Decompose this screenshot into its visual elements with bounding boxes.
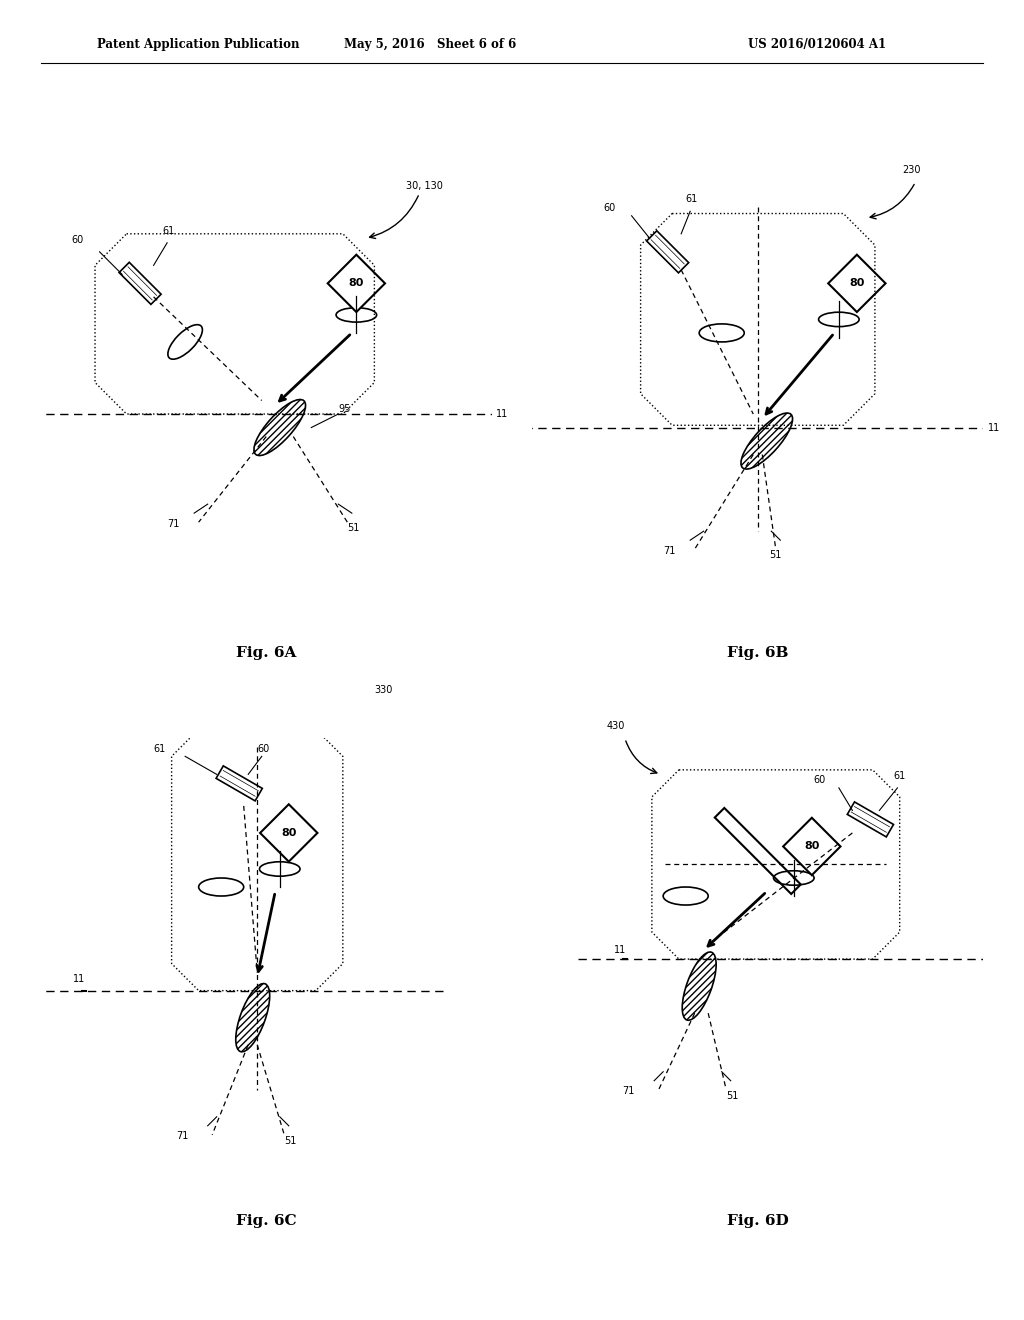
Text: 11: 11 (73, 974, 85, 983)
Text: 60: 60 (813, 775, 825, 785)
Text: 71: 71 (623, 1086, 635, 1097)
Text: Fig. 6D: Fig. 6D (727, 1214, 788, 1228)
Text: 71: 71 (176, 1131, 188, 1142)
Text: 430: 430 (607, 721, 626, 731)
Text: 61: 61 (893, 771, 905, 781)
Bar (119, 263, 161, 305)
Bar (715, 808, 801, 894)
Text: 11: 11 (987, 422, 999, 433)
Text: 95: 95 (338, 404, 350, 413)
Bar (328, 255, 385, 312)
Text: 51: 51 (770, 550, 782, 560)
Text: 330: 330 (375, 685, 393, 696)
Ellipse shape (682, 952, 716, 1020)
Ellipse shape (741, 413, 793, 469)
Text: 60: 60 (603, 203, 615, 214)
Text: 11: 11 (496, 409, 508, 418)
Text: 71: 71 (167, 519, 179, 529)
Text: 80: 80 (849, 279, 864, 288)
Text: 51: 51 (726, 1090, 738, 1101)
Text: 80: 80 (348, 279, 365, 288)
Text: Fig. 6A: Fig. 6A (237, 647, 296, 660)
Bar (783, 818, 841, 875)
Text: 80: 80 (281, 828, 297, 838)
Text: 30, 130: 30, 130 (406, 181, 442, 191)
Text: Patent Application Publication: Patent Application Publication (97, 37, 300, 50)
Bar (847, 803, 894, 837)
Bar (260, 804, 317, 862)
Text: 230: 230 (902, 165, 921, 176)
Bar (646, 231, 689, 273)
Text: 11: 11 (613, 945, 626, 954)
Text: Fig. 6C: Fig. 6C (236, 1214, 297, 1228)
Text: 61: 61 (154, 744, 166, 754)
Ellipse shape (236, 983, 269, 1052)
Text: 61: 61 (686, 194, 698, 205)
Ellipse shape (254, 400, 305, 455)
Text: May 5, 2016   Sheet 6 of 6: May 5, 2016 Sheet 6 of 6 (344, 37, 516, 50)
Text: 80: 80 (804, 841, 819, 851)
Text: 51: 51 (347, 523, 359, 533)
Text: 71: 71 (664, 545, 676, 556)
Bar (216, 766, 262, 801)
Text: 60: 60 (257, 744, 269, 754)
Text: US 2016/0120604 A1: US 2016/0120604 A1 (748, 37, 886, 50)
Bar (828, 255, 886, 312)
Text: Fig. 6B: Fig. 6B (727, 647, 788, 660)
Text: 61: 61 (163, 226, 175, 236)
Text: 60: 60 (71, 235, 83, 244)
Text: 51: 51 (285, 1135, 297, 1146)
